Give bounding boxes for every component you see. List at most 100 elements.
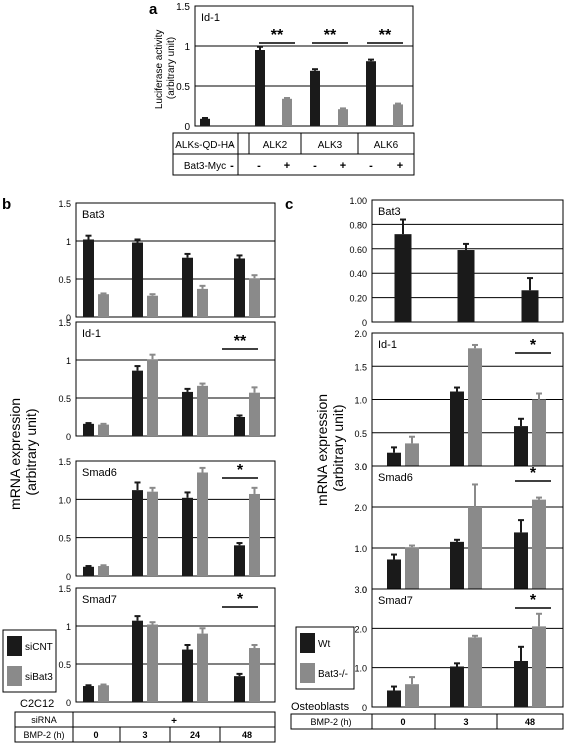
chart-c-id-1-wt-0-bar bbox=[387, 452, 401, 466]
chart-c-id-1-ytick-label: 1.0 bbox=[354, 396, 367, 406]
chart-b-bat3-frame bbox=[75, 202, 276, 318]
chart-c-bat3-wt-48-bar bbox=[521, 290, 539, 322]
chart-c-smad7-wt-48-bar bbox=[514, 660, 528, 707]
chart-c-id-1-ytick-label: 0 bbox=[362, 462, 367, 472]
chart-c-bat3-wt-0-bar bbox=[394, 234, 412, 322]
chart-c-id-1-wt-48-bar bbox=[514, 426, 528, 466]
chart-c-smad7-title: Smad7 bbox=[378, 595, 413, 607]
chart-b-smad7-ytick-label: 0 bbox=[66, 698, 71, 708]
chart-b-smad7-sicnt-0-bar bbox=[83, 686, 94, 702]
legend-swatch-bat3-ko bbox=[300, 663, 315, 683]
panel-b-row2-value-2: 24 bbox=[190, 730, 200, 740]
chart-c-smad6-wt-0-bar bbox=[387, 559, 401, 589]
chart-panels: 00.511.5Id-1** ** **00.511.5Bat300.511.5Id… bbox=[58, 2, 564, 713]
panel-a-row1-value-0: - bbox=[230, 140, 233, 151]
panel-c-row-value-2: 48 bbox=[525, 717, 535, 727]
panel-a-row2-value-3: - bbox=[313, 160, 317, 172]
chart-c-bat3-ytick-label: 0.60 bbox=[349, 245, 367, 255]
chart-b-smad6-sicnt-0-bar bbox=[83, 566, 94, 576]
chart-c-bat3-ytick-label: 0.80 bbox=[349, 220, 367, 230]
chart-c-id-1-bat3-0-bar bbox=[405, 443, 419, 466]
panel-b-row2-label: BMP-2 (h) bbox=[23, 730, 64, 740]
panel-b-condition-table: siRNA + BMP-2 (h) 0 3 24 48 bbox=[14, 711, 276, 743]
panel-c-row-value-0: 0 bbox=[400, 717, 405, 727]
chart-c-id-1-bat3-3-bar bbox=[468, 348, 482, 466]
chart-c-smad7-ytick-label: 1.0 bbox=[354, 664, 367, 674]
panel-c-row-value-1: 3 bbox=[463, 717, 468, 727]
chart-c-bat3-wt-3-bar bbox=[457, 250, 475, 322]
chart-c-smad7-frame bbox=[371, 588, 564, 708]
chart-b-id-1-sicnt-0-bar bbox=[83, 423, 94, 436]
panel-a-row2-label: Bat3-Myc bbox=[184, 161, 226, 172]
chart-c-bat3-ytick-label: 1.00 bbox=[349, 196, 367, 206]
chart-b-smad6-sibat3-48-bar bbox=[249, 493, 260, 576]
chart-a-id-1-ytick-label: 1 bbox=[184, 42, 190, 53]
panel-b-ylabel: mRNA expression (arbitrary unit) bbox=[7, 394, 39, 510]
chart-a-id-1-ytick-label: 0.5 bbox=[176, 82, 190, 93]
legend-swatch-sibat3 bbox=[7, 666, 22, 686]
chart-c-smad6-significance: * bbox=[530, 465, 537, 482]
chart-b-smad6-ytick-label: 0.5 bbox=[58, 534, 71, 544]
panel-letter-a: a bbox=[149, 1, 158, 18]
panel-a-row2-value-2: + bbox=[284, 160, 290, 172]
chart-b-smad7-sicnt-24-bar bbox=[182, 649, 193, 702]
chart-b-bat3-sibat3-24-bar bbox=[197, 288, 208, 317]
chart-a-id-1-ytick-label: 0 bbox=[184, 122, 190, 133]
chart-b-bat3-sicnt-3-bar bbox=[132, 242, 143, 317]
chart-b-smad6-significance: * bbox=[237, 462, 244, 479]
chart-b-id-1-sibat3-24-bar bbox=[197, 385, 208, 436]
panel-c-ylabel: mRNA expression (arbitrary unit) bbox=[314, 390, 346, 506]
panel-b-row2-value-1: 3 bbox=[142, 730, 147, 740]
chart-c-smad6-wt-3-bar bbox=[450, 541, 464, 589]
panel-b-legend: siCNT siBat3 bbox=[2, 629, 57, 693]
panel-c-cell-line: Osteoblasts bbox=[291, 701, 350, 713]
chart-b-smad7-significance: * bbox=[237, 591, 244, 608]
panel-a-ylabel: Luciferase activity (arbitrary unit) bbox=[154, 27, 177, 109]
panel-c-legend: Wt Bat3-/- bbox=[295, 626, 355, 690]
chart-c-smad7-ytick-label: 2.0 bbox=[354, 624, 367, 634]
chart-b-bat3-title: Bat3 bbox=[82, 209, 105, 221]
chart-c-smad6-title: Smad6 bbox=[378, 472, 413, 484]
chart-b-id-1-title: Id-1 bbox=[82, 328, 101, 340]
chart-a-id-1-3-bar bbox=[310, 70, 320, 126]
legend-swatch-wt bbox=[300, 633, 315, 653]
panel-c-ylabel-line2: (arbitrary unit) bbox=[330, 404, 346, 491]
panel-a-row2-value-0: - bbox=[230, 160, 234, 172]
chart-b-smad6-sicnt-48-bar bbox=[234, 545, 245, 576]
chart-b-bat3-sibat3-48-bar bbox=[249, 278, 260, 317]
chart-b-smad7-sibat3-24-bar bbox=[197, 633, 208, 702]
panel-b-ylabel-line2: (arbitrary unit) bbox=[23, 408, 39, 495]
chart-c-smad7-bat3-3-bar bbox=[468, 637, 482, 707]
chart-b-smad6-ytick-label: 1.0 bbox=[58, 495, 71, 505]
panel-letter-b: b bbox=[2, 196, 11, 213]
chart-b-id-1-sicnt-3-bar bbox=[132, 370, 143, 436]
chart-b-smad7-ytick-label: 1 bbox=[66, 622, 71, 632]
chart-c-smad7-significance: * bbox=[530, 592, 537, 609]
chart-b-smad7-sibat3-0-bar bbox=[98, 685, 109, 702]
chart-a-id-1-6-bar bbox=[393, 104, 403, 126]
panel-a-row2-value-1: - bbox=[257, 160, 261, 172]
panel-b-row2-value-3: 48 bbox=[242, 730, 252, 740]
chart-a-id-1-ytick-label: 1.5 bbox=[176, 2, 190, 13]
chart-a-id-1-2-bar bbox=[282, 98, 292, 126]
chart-b-smad6-sicnt-24-bar bbox=[182, 497, 193, 576]
chart-b-id-1-sibat3-48-bar bbox=[249, 392, 260, 436]
chart-b-id-1-sicnt-48-bar bbox=[234, 417, 245, 436]
chart-c-smad6-bat3-3-bar bbox=[468, 507, 482, 589]
chart-b-smad7-ytick-label: 1.5 bbox=[58, 584, 71, 594]
chart-b-bat3-sicnt-24-bar bbox=[182, 257, 193, 317]
chart-b-id-1-ytick-label: 1.5 bbox=[58, 318, 71, 328]
chart-b-bat3-sicnt-48-bar bbox=[234, 258, 245, 317]
chart-b-smad6-sibat3-3-bar bbox=[147, 491, 158, 576]
chart-b-bat3-sibat3-3-bar bbox=[147, 295, 158, 317]
chart-b-smad7-sicnt-3-bar bbox=[132, 620, 143, 702]
chart-c-smad6-ytick-label: 1.0 bbox=[354, 544, 367, 554]
chart-b-id-1-sibat3-3-bar bbox=[147, 359, 158, 436]
chart-c-smad6-ytick-label: 2.0 bbox=[354, 503, 367, 513]
chart-b-smad6-frame bbox=[75, 460, 276, 577]
chart-b-id-1-frame bbox=[75, 321, 276, 437]
panel-a-row2-value-5: - bbox=[369, 160, 373, 172]
panel-c-condition-table: BMP-2 (h) 0 3 48 bbox=[290, 713, 564, 730]
chart-a-id-1-significance: ** bbox=[379, 27, 392, 44]
